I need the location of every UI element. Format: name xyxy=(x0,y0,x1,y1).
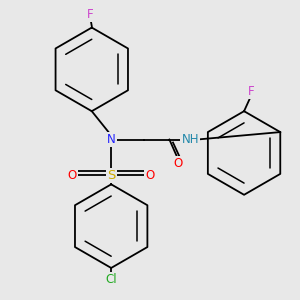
Text: N: N xyxy=(107,133,116,146)
Text: O: O xyxy=(174,157,183,170)
Text: Cl: Cl xyxy=(105,273,117,286)
Text: O: O xyxy=(68,169,77,182)
Text: F: F xyxy=(87,8,94,21)
Text: O: O xyxy=(146,169,154,182)
Text: S: S xyxy=(107,169,116,182)
Text: NH: NH xyxy=(182,133,199,146)
Text: F: F xyxy=(248,85,255,98)
